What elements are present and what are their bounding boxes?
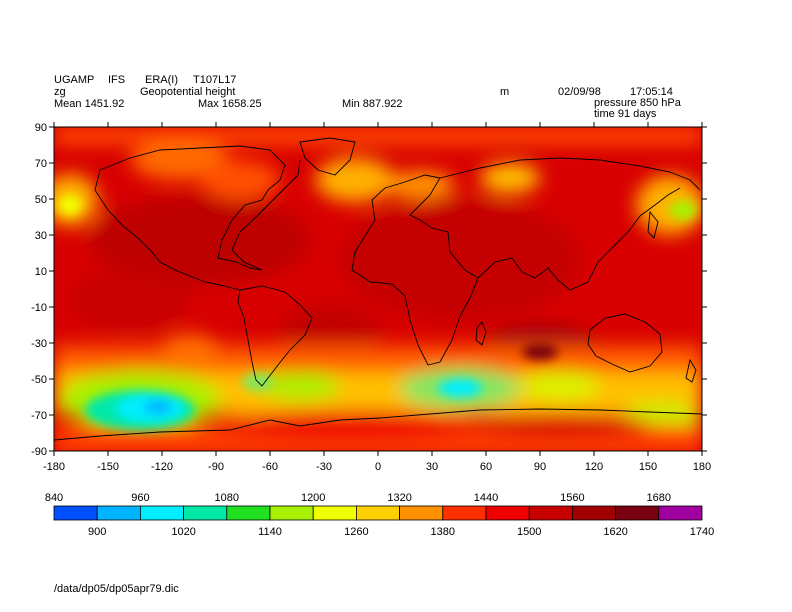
- date-label: 02/09/98: [558, 86, 601, 98]
- colorbar-bottom-label: 1260: [344, 526, 369, 538]
- x-tick-label: -30: [316, 461, 332, 473]
- model-label: UGAMP: [54, 74, 95, 86]
- pressure-label: pressure 850 hPa: [594, 97, 681, 109]
- system-label: IFS: [108, 74, 126, 86]
- x-tick-label: 90: [534, 461, 546, 473]
- colorbar-top-label: 1320: [387, 492, 412, 504]
- colorbar-swatch: [139, 505, 184, 521]
- source-path: /data/dp05/dp05apr79.dic: [54, 583, 179, 595]
- x-tick-label: 150: [639, 461, 657, 473]
- colorbar: [53, 505, 703, 521]
- colorbar-top-label: 1680: [646, 492, 672, 504]
- colorbar-bottom-label: 1380: [430, 526, 456, 538]
- colorbar-swatch: [226, 505, 271, 521]
- x-tick-label: -180: [43, 461, 65, 473]
- x-tick-label: 60: [480, 461, 492, 473]
- colorbar-top-label: 960: [131, 492, 150, 504]
- colorbar-swatch: [485, 505, 530, 521]
- y-tick-label: 90: [35, 122, 47, 134]
- y-tick-label: -30: [31, 338, 47, 350]
- colorbar-bottom-label: 1500: [516, 526, 542, 538]
- x-tick-label: -150: [97, 461, 119, 473]
- colorbar-swatch: [355, 505, 400, 521]
- colorbar-swatch: [399, 505, 444, 521]
- y-tick-label: 10: [35, 266, 47, 278]
- variable-code: zg: [54, 86, 66, 98]
- min-label: Min 887.922: [342, 98, 403, 110]
- mean-label: Mean 1451.92: [54, 98, 125, 110]
- colorbar-swatch: [269, 505, 314, 521]
- colorbar-bottom-label: 1740: [689, 526, 715, 538]
- colorbar-swatch: [658, 505, 703, 521]
- coastlines: [54, 137, 702, 441]
- colorbar-top-label: 1440: [473, 492, 499, 504]
- elapsed-time-label: time 91 days: [594, 108, 657, 120]
- y-tick-label: 50: [35, 194, 47, 206]
- max-label: Max 1658.25: [198, 98, 262, 110]
- colorbar-top-label: 840: [44, 492, 64, 504]
- colorbar-swatch: [528, 505, 573, 521]
- y-tick-label: -10: [31, 302, 47, 314]
- x-tick-label: 120: [585, 461, 603, 473]
- colorbar-swatch: [615, 505, 660, 521]
- x-tick-label: -60: [262, 461, 278, 473]
- y-tick-label: 70: [35, 158, 47, 170]
- colorbar-swatch: [442, 505, 487, 521]
- x-tick-label: -90: [208, 461, 224, 473]
- colorbar-swatch: [572, 505, 617, 521]
- y-axis: 90 70 50 30 10 -10 -30 -50 -70 -90: [31, 122, 707, 458]
- colorbar-top-label: 1200: [300, 492, 326, 504]
- variable-name: Geopotential height: [140, 86, 236, 98]
- colorbar-swatch: [183, 505, 228, 521]
- resolution-label: T107L17: [193, 74, 237, 86]
- colorbar-swatch: [96, 505, 141, 521]
- y-tick-label: -70: [31, 410, 47, 422]
- colorbar-swatch: [312, 505, 357, 521]
- colorbar-bottom-label: 1140: [258, 526, 282, 538]
- x-tick-label: 180: [693, 461, 711, 473]
- x-tick-label: 0: [375, 461, 381, 473]
- colorbar-top-label: 1080: [214, 492, 240, 504]
- y-tick-label: 30: [35, 230, 47, 242]
- x-tick-label: -120: [151, 461, 173, 473]
- colorbar-bottom-label: 1620: [603, 526, 628, 538]
- x-tick-label: 30: [426, 461, 438, 473]
- colorbar-bottom-label: 1020: [171, 526, 196, 538]
- units-label: m: [500, 86, 510, 98]
- colorbar-swatch: [53, 505, 98, 521]
- y-tick-label: -50: [31, 374, 47, 386]
- time-label: 17:05:14: [630, 86, 673, 98]
- colorbar-top-label: 1560: [560, 492, 585, 504]
- x-axis: -180 -150 -120 -90 -60 -30 0 30 60 90 120 150 180: [43, 122, 711, 473]
- colorbar-bottom-label: 900: [88, 526, 107, 538]
- y-tick-label: -90: [31, 446, 47, 458]
- field-shading: [54, 127, 702, 451]
- dataset-label: ERA(I): [145, 74, 178, 86]
